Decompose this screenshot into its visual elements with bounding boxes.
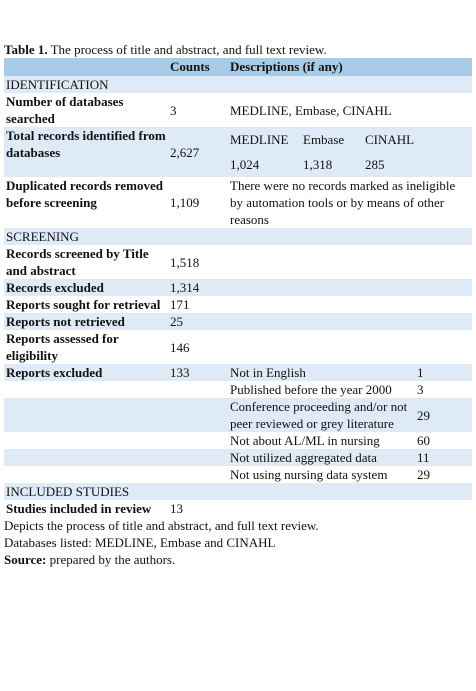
section-cell: INCLUDED STUDIES xyxy=(4,483,473,500)
count-cell: 25 xyxy=(168,313,228,330)
database-counts: 1,024 1,318 285 xyxy=(230,152,470,177)
row-label: Records excluded xyxy=(4,279,168,296)
count-cell xyxy=(168,466,228,483)
database-count: 285 xyxy=(365,157,385,172)
reason-cell: Not about AL/ML in nursing xyxy=(230,433,380,448)
count-cell: 1,518 xyxy=(170,254,200,270)
count-cell xyxy=(168,398,228,432)
section-cell: IDENTIFICATION xyxy=(4,76,473,93)
source: Source: prepared by the authors. xyxy=(4,551,472,568)
row-label xyxy=(4,449,168,466)
table-row: Not using nursing data system 29 xyxy=(4,466,472,483)
table-row: Records excluded 1,314 xyxy=(4,279,473,296)
table-row: Duplicated records removed before screen… xyxy=(4,177,472,228)
header-row: Counts Descriptions (if any) xyxy=(4,58,473,76)
description-cell xyxy=(228,245,472,279)
table-row: Reports excluded 133 Not in English 1 xyxy=(4,364,473,381)
reason-count: 29 xyxy=(417,467,430,482)
reason-cell: Published before the year 2000 xyxy=(230,382,392,397)
count-cell: 3 xyxy=(170,102,177,118)
description-cell xyxy=(228,296,472,313)
reason-cell: Not in English xyxy=(228,364,415,381)
description-cell xyxy=(228,330,472,364)
reason-count: 1 xyxy=(415,364,473,381)
header-cell: Descriptions (if any) xyxy=(228,58,473,76)
description-cell: There were no records marked as ineligib… xyxy=(230,178,456,227)
reason-count: 60 xyxy=(417,433,430,448)
table-row: Reports assessed for eligibility 146 xyxy=(4,330,472,364)
count-cell xyxy=(168,432,228,449)
caption-label: Table 1. xyxy=(4,42,48,57)
reason-cell: Not utilized aggregated data xyxy=(228,449,415,466)
caption: Table 1. The process of title and abstra… xyxy=(4,41,472,58)
database-name: CINAHL xyxy=(365,132,415,147)
description-cell xyxy=(228,279,473,296)
count-cell: 146 xyxy=(170,339,190,355)
row-label: Number of databases searched xyxy=(6,94,124,126)
count-cell: 2,627 xyxy=(168,127,228,177)
row-label xyxy=(4,381,168,398)
row-label xyxy=(4,398,168,432)
count-cell xyxy=(168,449,228,466)
table-body: Counts Descriptions (if any) IDENTIFICAT… xyxy=(4,58,473,517)
row-label: Studies included in review xyxy=(6,501,152,516)
database-names: MEDLINE Embase CINAHL xyxy=(230,127,470,152)
header-cell xyxy=(4,58,168,76)
count-cell xyxy=(168,381,228,398)
count-cell: 171 xyxy=(170,297,190,312)
row-label: Reports excluded xyxy=(4,364,168,381)
table-row: Published before the year 2000 3 xyxy=(4,381,472,398)
table: Counts Descriptions (if any) IDENTIFICAT… xyxy=(4,58,473,517)
table-row: Records screened by Title and abstract 1,… xyxy=(4,245,472,279)
count-cell: 1,109 xyxy=(170,195,200,210)
description-cell: MEDLINE Embase CINAHL 1,024 1,318 285 xyxy=(228,127,473,177)
row-label: Reports assessed for eligibility xyxy=(6,331,119,363)
row-label: Reports sought for retrieval xyxy=(6,297,161,312)
source-text: prepared by the authors. xyxy=(49,552,176,567)
header-cell: Counts xyxy=(168,58,228,76)
table-row: Total records identified from databases 2… xyxy=(4,127,473,177)
database-name: Embase xyxy=(303,132,345,147)
row-label: Records screened by Title and abstract xyxy=(6,246,149,278)
reason-count: 11 xyxy=(415,449,473,466)
row-label: Reports not retrieved xyxy=(4,313,168,330)
table-row: Conference proceeding and/or not peer re… xyxy=(4,398,473,432)
document: Table 1. The process of title and abstra… xyxy=(4,41,473,568)
table-row: INCLUDED STUDIES xyxy=(4,483,473,500)
reason-cell: Conference proceeding and/or not peer re… xyxy=(228,398,415,432)
database-count: 1,318 xyxy=(303,157,333,172)
database-count: 1,024 xyxy=(230,157,260,172)
table-row: SCREENING xyxy=(4,228,473,245)
row-label xyxy=(4,466,168,483)
table-row: Not utilized aggregated data 11 xyxy=(4,449,473,466)
caption-text: The process of title and abstract, and f… xyxy=(50,42,327,57)
reason-count: 3 xyxy=(417,382,424,397)
description-cell: MEDLINE, Embase, CINAHL xyxy=(230,102,392,118)
row-label xyxy=(4,432,168,449)
reason-count: 29 xyxy=(415,398,473,432)
table-row: Not about AL/ML in nursing 60 xyxy=(4,432,472,449)
table-row: IDENTIFICATION xyxy=(4,76,473,93)
note: Depicts the process of title and abstrac… xyxy=(4,518,319,533)
description-cell xyxy=(228,313,473,330)
reason-cell: Not using nursing data system xyxy=(230,467,388,482)
description-cell xyxy=(228,500,472,517)
section-cell: SCREENING xyxy=(4,228,473,245)
table-row: Reports not retrieved 25 xyxy=(4,313,473,330)
notes: Depicts the process of title and abstrac… xyxy=(4,517,472,551)
row-label: Total records identified from databases xyxy=(4,127,168,177)
table-row: Studies included in review 13 xyxy=(4,500,472,517)
database-name: MEDLINE xyxy=(230,132,289,147)
table-row: Number of databases searched 3 MEDLINE, Em… xyxy=(4,93,472,127)
source-label: Source: xyxy=(4,552,47,567)
count-cell: 13 xyxy=(170,501,183,516)
count-cell: 1,314 xyxy=(168,279,228,296)
table-row: Reports sought for retrieval 171 xyxy=(4,296,472,313)
note: Databases listed: MEDLINE, Embase and CI… xyxy=(4,535,276,550)
row-label: Duplicated records removed before screen… xyxy=(6,178,163,210)
count-cell: 133 xyxy=(168,364,228,381)
